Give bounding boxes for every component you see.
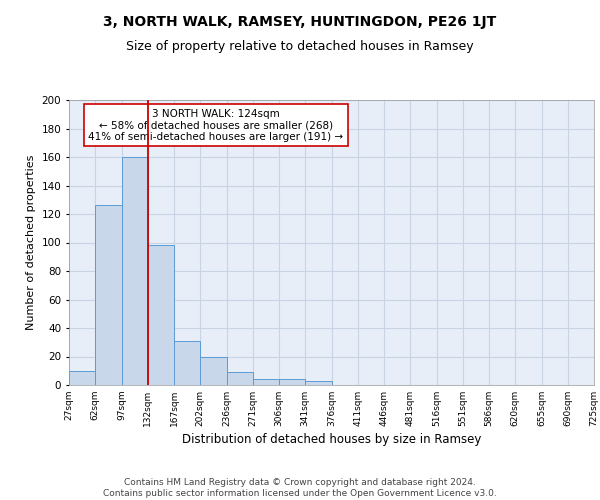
Text: 3 NORTH WALK: 124sqm
← 58% of detached houses are smaller (268)
41% of semi-deta: 3 NORTH WALK: 124sqm ← 58% of detached h… bbox=[88, 108, 344, 142]
Text: Contains HM Land Registry data © Crown copyright and database right 2024.
Contai: Contains HM Land Registry data © Crown c… bbox=[103, 478, 497, 498]
Bar bbox=[253, 380, 279, 385]
Text: 3, NORTH WALK, RAMSEY, HUNTINGDON, PE26 1JT: 3, NORTH WALK, RAMSEY, HUNTINGDON, PE26 … bbox=[103, 15, 497, 29]
Text: Size of property relative to detached houses in Ramsey: Size of property relative to detached ho… bbox=[126, 40, 474, 53]
Bar bbox=[69, 371, 95, 385]
Bar bbox=[279, 380, 305, 385]
Bar bbox=[95, 206, 121, 385]
Y-axis label: Number of detached properties: Number of detached properties bbox=[26, 155, 36, 330]
Bar bbox=[305, 380, 331, 385]
X-axis label: Distribution of detached houses by size in Ramsey: Distribution of detached houses by size … bbox=[182, 433, 481, 446]
Bar bbox=[200, 356, 227, 385]
Bar bbox=[174, 341, 200, 385]
Bar bbox=[121, 157, 148, 385]
Bar bbox=[148, 246, 174, 385]
Bar bbox=[227, 372, 253, 385]
